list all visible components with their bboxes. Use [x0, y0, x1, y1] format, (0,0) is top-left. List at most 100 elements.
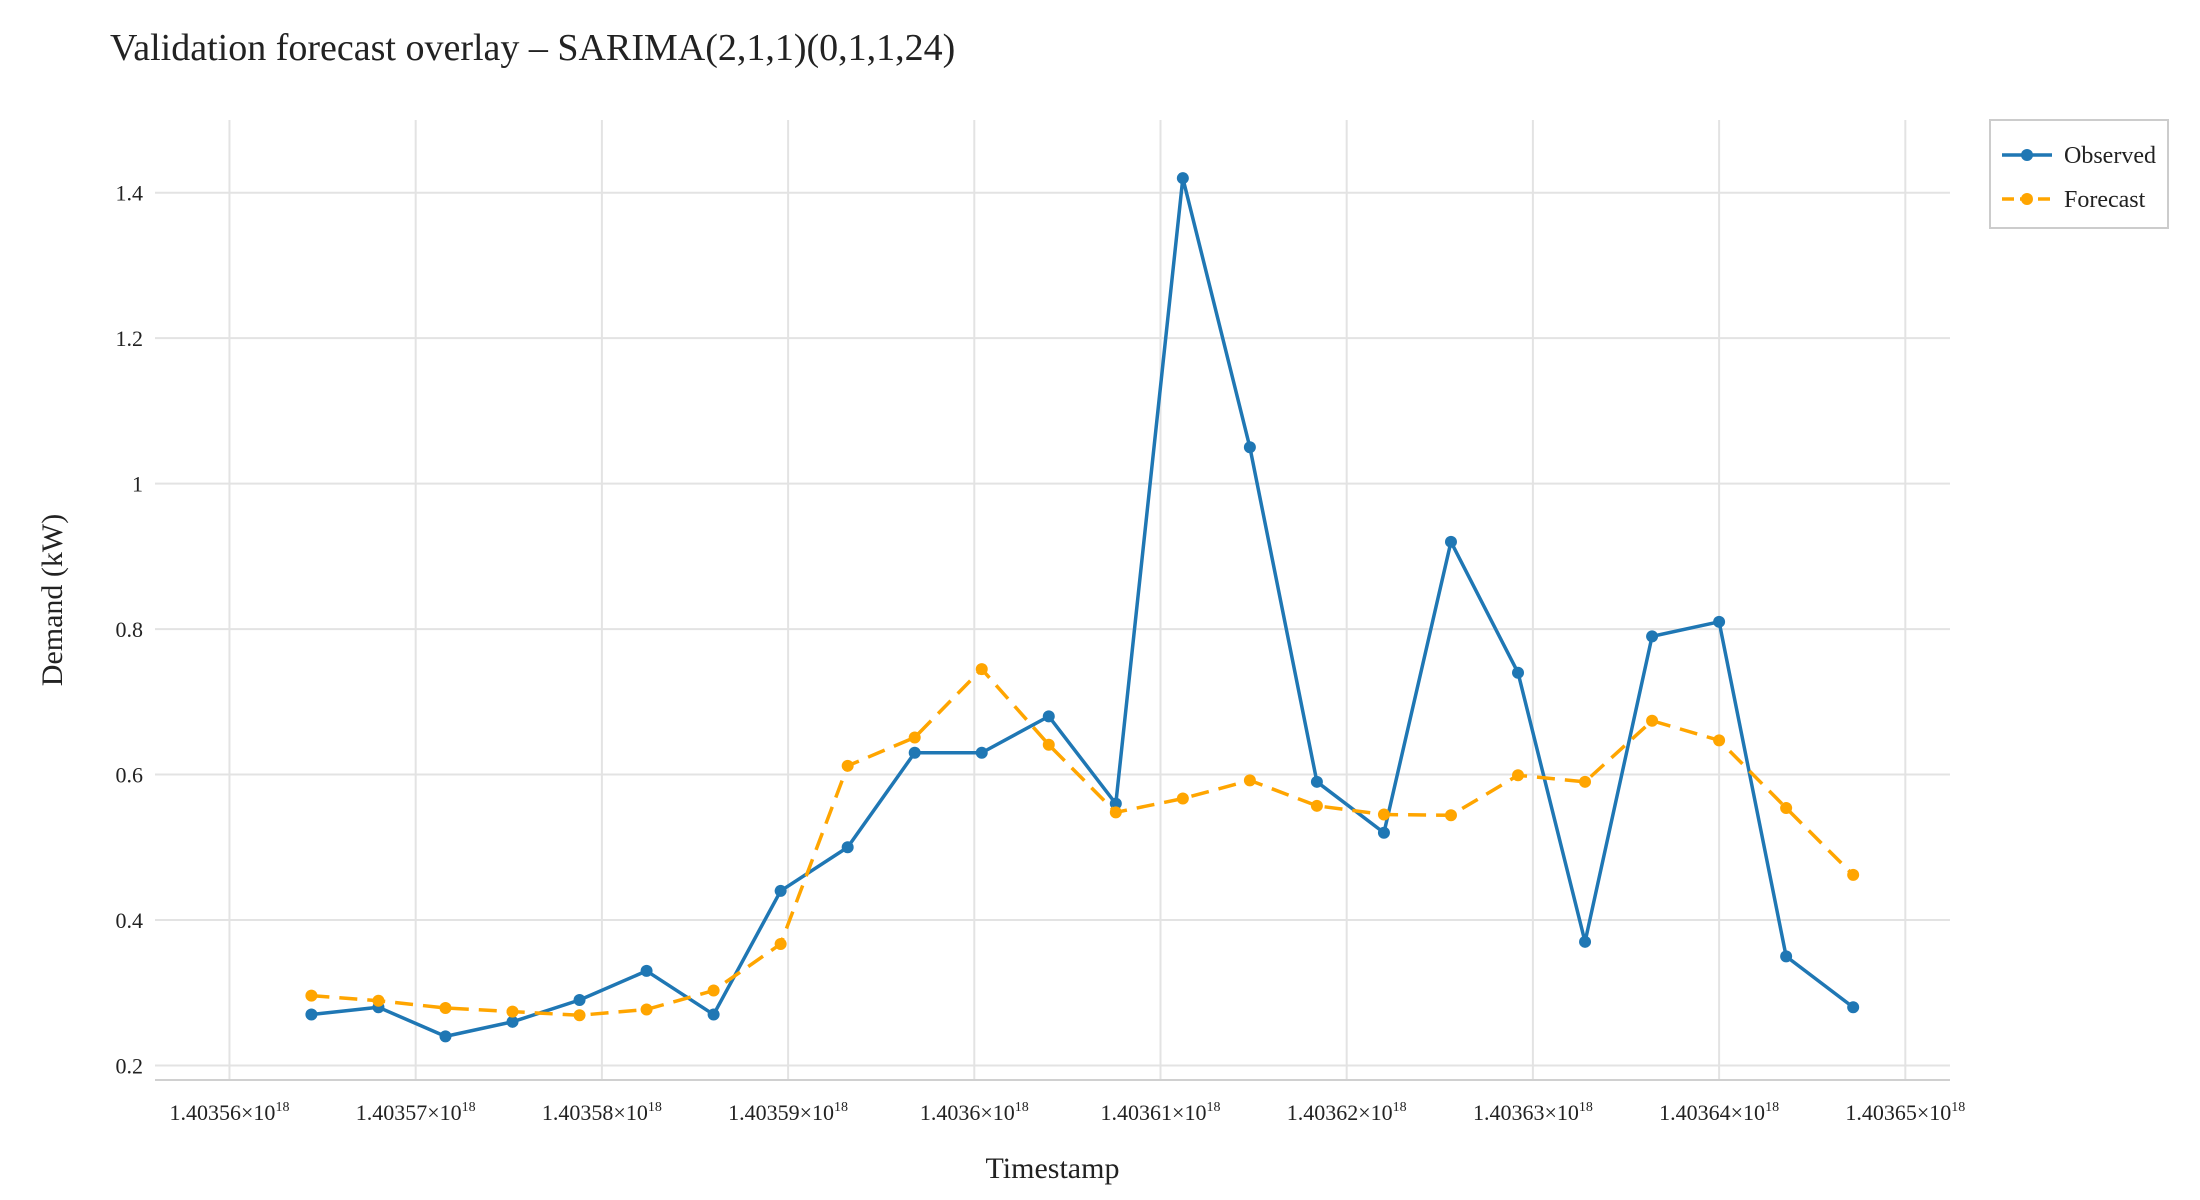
data-point[interactable]: [774, 884, 787, 897]
data-point[interactable]: [1176, 792, 1189, 805]
data-point[interactable]: [1310, 799, 1323, 812]
data-point[interactable]: [707, 1008, 720, 1021]
x-tick-mantissa: 1.40358×10: [542, 1100, 648, 1125]
data-point[interactable]: [305, 1008, 318, 1021]
x-axis-ticks: 1.40356×1018 1.40357×1018 1.40358×1018 1.40…: [170, 1100, 1966, 1125]
x-tick-mantissa: 1.40362×10: [1287, 1100, 1393, 1125]
data-point[interactable]: [975, 663, 988, 676]
legend-label: Forecast: [2064, 187, 2146, 213]
x-tick-label: 1.40358×1018: [542, 1100, 662, 1125]
data-point[interactable]: [1243, 774, 1256, 787]
data-point[interactable]: [1713, 734, 1726, 747]
x-tick-mantissa: 1.40361×10: [1101, 1100, 1207, 1125]
data-point[interactable]: [841, 759, 854, 772]
x-tick-mantissa: 1.40364×10: [1659, 1100, 1765, 1125]
data-point[interactable]: [1377, 808, 1390, 821]
data-point[interactable]: [573, 994, 586, 1006]
y-axis-ticks: 0.2 0.4 0.6 0.8 1 1.2 1.4: [116, 181, 144, 1079]
x-tick-exponent: 18: [462, 1100, 476, 1115]
data-point[interactable]: [1512, 666, 1525, 679]
x-tick-mantissa: 1.4036×10: [920, 1100, 1015, 1125]
data-point[interactable]: [640, 1003, 653, 1016]
x-tick-exponent: 18: [1206, 1100, 1220, 1115]
data-point[interactable]: [1109, 797, 1122, 810]
data-point[interactable]: [1042, 738, 1055, 751]
data-point[interactable]: [1109, 806, 1122, 819]
x-tick-mantissa: 1.40359×10: [728, 1100, 834, 1125]
y-axis-title: Demand (kW): [36, 514, 69, 686]
data-point[interactable]: [908, 746, 921, 759]
x-tick-label: 1.4036×1018: [920, 1100, 1029, 1125]
data-point[interactable]: [1444, 535, 1457, 548]
series-line: [311, 667, 1855, 1018]
x-tick-label: 1.40362×1018: [1287, 1100, 1407, 1125]
data-point[interactable]: [1579, 775, 1592, 788]
x-tick-label: 1.40365×1018: [1845, 1100, 1965, 1125]
chart-title: Validation forecast overlay – SARIMA(2,1…: [110, 27, 955, 69]
y-tick-label: 0.8: [116, 617, 144, 642]
data-point[interactable]: [975, 746, 988, 759]
x-tick-label: 1.40364×1018: [1659, 1100, 1779, 1125]
data-point[interactable]: [1713, 615, 1726, 628]
data-point[interactable]: [1310, 775, 1323, 788]
y-tick-label: 0.2: [116, 1053, 144, 1078]
x-tick-label: 1.40361×1018: [1101, 1100, 1221, 1125]
data-point[interactable]: [439, 1002, 452, 1014]
x-tick-exponent: 18: [1579, 1100, 1593, 1115]
data-point[interactable]: [841, 841, 854, 854]
y-tick-label: 1.4: [116, 181, 144, 206]
x-axis-title: Timestamp: [986, 1152, 1120, 1185]
x-tick-mantissa: 1.40365×10: [1845, 1100, 1951, 1125]
grid: [155, 120, 1950, 1081]
legend-label: Observed: [2064, 143, 2156, 169]
data-point[interactable]: [1780, 950, 1793, 963]
data-point[interactable]: [439, 1030, 452, 1043]
data-point[interactable]: [640, 964, 653, 977]
data-point[interactable]: [1847, 1001, 1860, 1014]
legend-box: [1989, 119, 2169, 229]
y-tick-label: 1: [132, 472, 143, 497]
legend-item-forecast[interactable]: Forecast: [2002, 187, 2146, 213]
series-forecast: [305, 663, 1860, 1022]
y-tick-label: 0.6: [116, 763, 144, 788]
series-line: [311, 176, 1855, 1039]
x-tick-exponent: 18: [1393, 1100, 1407, 1115]
data-point[interactable]: [573, 1009, 586, 1022]
data-point[interactable]: [774, 938, 787, 950]
x-tick-mantissa: 1.40357×10: [356, 1100, 462, 1125]
x-tick-exponent: 18: [1015, 1100, 1029, 1115]
data-point[interactable]: [372, 994, 385, 1007]
legend-item-observed[interactable]: Observed: [2002, 143, 2156, 169]
data-point[interactable]: [1646, 630, 1659, 643]
legend[interactable]: Observed Forecast: [1989, 119, 2169, 229]
data-point[interactable]: [1780, 802, 1793, 814]
data-point[interactable]: [1512, 769, 1525, 782]
data-point[interactable]: [1646, 714, 1659, 727]
x-tick-label: 1.40356×1018: [170, 1100, 290, 1125]
y-tick-label: 1.2: [116, 326, 144, 351]
x-tick-label: 1.40357×1018: [356, 1100, 476, 1125]
data-point[interactable]: [305, 989, 318, 1002]
data-point[interactable]: [1847, 868, 1860, 881]
x-tick-label: 1.40359×1018: [728, 1100, 848, 1125]
x-tick-exponent: 18: [1951, 1100, 1965, 1115]
data-point[interactable]: [1243, 441, 1256, 454]
data-point[interactable]: [506, 1005, 519, 1018]
plot-area: [305, 172, 1860, 1043]
series-observed: [305, 172, 1860, 1043]
data-point[interactable]: [1579, 935, 1592, 948]
data-point[interactable]: [1176, 172, 1189, 185]
data-point[interactable]: [1042, 710, 1055, 723]
data-point[interactable]: [1444, 809, 1457, 822]
y-tick-label: 0.4: [116, 908, 144, 933]
data-point[interactable]: [1377, 826, 1390, 839]
x-tick-exponent: 18: [1765, 1100, 1779, 1115]
x-tick-exponent: 18: [834, 1100, 848, 1115]
data-point[interactable]: [506, 1015, 519, 1028]
data-point[interactable]: [908, 731, 921, 744]
x-tick-label: 1.40363×1018: [1473, 1100, 1593, 1125]
x-tick-exponent: 18: [275, 1100, 289, 1115]
data-point[interactable]: [707, 984, 720, 997]
legend-swatch-marker: [2021, 149, 2033, 161]
